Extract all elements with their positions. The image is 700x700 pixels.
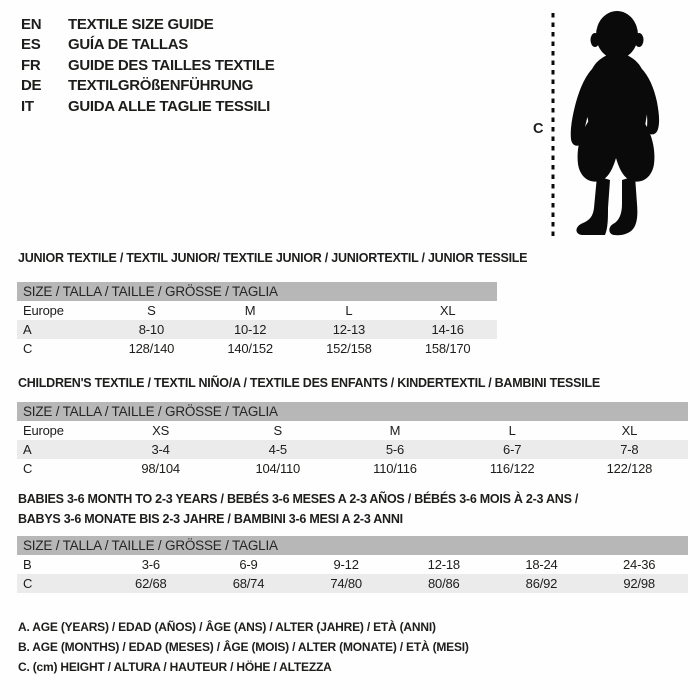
size-cell: XL: [439, 303, 456, 318]
size-cell: XS: [152, 423, 170, 438]
toddler-silhouette-icon: [570, 11, 660, 236]
section-title-babies-line1: BABIES 3-6 MONTH TO 2-3 YEARS / BEBÉS 3-…: [18, 492, 579, 506]
height-cell: 62/68: [102, 574, 200, 593]
height-cell: 110/116: [373, 461, 417, 476]
table-row-age: A 8-10 10-12 12-13 14-16: [17, 320, 497, 339]
age-cell: 6-9: [239, 557, 258, 572]
height-cell: 158/170: [424, 341, 471, 356]
language-row-fr: FR GUIDE DES TAILLES TEXTILE: [21, 55, 275, 76]
table-header-row: SIZE / TALLA / TAILLE / GRÖSSE / TAGLIA: [17, 536, 688, 555]
row-label: C: [23, 461, 33, 476]
size-cell: XL: [621, 423, 638, 438]
row-label: C: [17, 574, 102, 593]
age-cell: 9-12: [333, 557, 359, 572]
age-cell: 10-12: [200, 320, 300, 339]
age-cell: 8-10: [102, 320, 201, 339]
row-label: A: [17, 320, 102, 339]
height-measure-figure: C: [520, 0, 700, 252]
height-cell: 74/80: [297, 574, 395, 593]
language-label: TEXTILE SIZE GUIDE: [68, 15, 214, 33]
height-cell: 92/98: [590, 574, 688, 593]
language-code: ES: [21, 36, 41, 54]
section-title-babies: BABIES 3-6 MONTH TO 2-3 YEARS / BEBÉS 3-…: [18, 489, 578, 529]
row-label: A: [17, 440, 102, 459]
height-measure-dashed-line: [551, 13, 555, 241]
size-cell: S: [147, 303, 156, 318]
row-label: C: [23, 341, 33, 356]
language-code: DE: [21, 77, 42, 95]
age-cell: 18-24: [525, 557, 558, 572]
table-row-age: A 3-4 4-5 5-6 6-7 7-8: [17, 440, 688, 459]
age-cell: 12-18: [427, 557, 460, 572]
table-row-height: C 62/68 68/74 74/80 80/86 86/92 92/98: [17, 574, 688, 593]
age-cell: 3-4: [102, 440, 220, 459]
language-label: TEXTILGRÖßENFÜHRUNG: [68, 77, 254, 95]
table-row-height: C 98/104 104/110 110/116 116/122 122/128: [17, 459, 688, 478]
section-title-babies-line2: BABYS 3-6 MONATE BIS 2-3 JAHRE / BAMBINI…: [18, 512, 403, 526]
language-label: GUIDA ALLE TAGLIE TESSILI: [68, 97, 270, 115]
size-header-cell: SIZE / TALLA / TAILLE / GRÖSSE / TAGLIA: [17, 402, 688, 421]
height-cell: 128/140: [128, 341, 175, 356]
height-cell: 104/110: [255, 461, 301, 476]
height-cell: 122/128: [606, 461, 653, 476]
table-header-row: SIZE / TALLA / TAILLE / GRÖSSE / TAGLIA: [17, 282, 497, 301]
age-cell: 4-5: [219, 440, 337, 459]
age-cell: 7-8: [570, 440, 688, 459]
language-row-it: IT GUIDA ALLE TAGLIE TESSILI: [21, 96, 274, 117]
size-cell: M: [244, 303, 256, 318]
height-cell: 116/122: [489, 461, 535, 476]
children-size-table: SIZE / TALLA / TAILLE / GRÖSSE / TAGLIA …: [17, 402, 688, 478]
table-row-height: C 128/140 140/152 152/158 158/170: [17, 339, 497, 358]
row-label: B: [23, 557, 32, 572]
table-row-europe: Europe XS S M L XL: [17, 421, 688, 440]
language-code: EN: [21, 15, 42, 33]
language-row-en: EN TEXTILE SIZE GUIDE: [21, 14, 274, 35]
section-title-children: CHILDREN'S TEXTILE / TEXTIL NIÑO/A / TEX…: [18, 376, 600, 390]
footnote-height-cm: C. (cm) HEIGHT / ALTURA / HAUTEUR / HÖHE…: [18, 660, 332, 674]
height-cell: 98/104: [141, 461, 180, 476]
table-header-row: SIZE / TALLA / TAILLE / GRÖSSE / TAGLIA: [17, 402, 688, 421]
height-measure-label: C: [533, 121, 544, 137]
table-row-europe: Europe S M L XL: [17, 301, 497, 320]
language-label: GUÍA DE TALLAS: [68, 36, 188, 54]
size-cell: L: [345, 303, 353, 318]
size-header-cell: SIZE / TALLA / TAILLE / GRÖSSE / TAGLIA: [17, 282, 497, 301]
age-cell: 24-36: [623, 557, 656, 572]
size-cell: M: [389, 423, 401, 438]
section-title-junior: JUNIOR TEXTILE / TEXTIL JUNIOR/ TEXTILE …: [18, 251, 528, 265]
age-cell: 5-6: [336, 440, 454, 459]
height-cell: 68/74: [199, 574, 298, 593]
height-cell: 140/152: [227, 341, 273, 356]
footnote-legend: A. AGE (YEARS) / EDAD (AÑOS) / ÂGE (ANS)…: [18, 617, 469, 677]
row-label: Europe: [23, 423, 64, 438]
language-label: GUIDE DES TAILLES TEXTILE: [68, 56, 275, 74]
language-list: EN TEXTILE SIZE GUIDE ES GUÍA DE TALLAS …: [21, 14, 275, 117]
age-cell: 14-16: [398, 320, 497, 339]
language-code: IT: [21, 97, 34, 115]
age-cell: 3-6: [141, 557, 160, 572]
language-row-es: ES GUÍA DE TALLAS: [21, 35, 274, 56]
row-label: Europe: [23, 303, 64, 318]
age-cell: 12-13: [299, 320, 399, 339]
junior-size-table: SIZE / TALLA / TAILLE / GRÖSSE / TAGLIA …: [17, 282, 497, 358]
babies-size-table: SIZE / TALLA / TAILLE / GRÖSSE / TAGLIA …: [17, 536, 688, 593]
size-cell: L: [508, 423, 516, 438]
language-code: FR: [21, 56, 41, 74]
height-cell: 86/92: [492, 574, 591, 593]
size-header-cell: SIZE / TALLA / TAILLE / GRÖSSE / TAGLIA: [17, 536, 688, 555]
height-cell: 152/158: [326, 341, 372, 356]
table-row-age-months: B 3-6 6-9 9-12 12-18 18-24 24-36: [17, 555, 688, 574]
footnote-age-months: B. AGE (MONTHS) / EDAD (MESES) / ÂGE (MO…: [18, 640, 469, 654]
age-cell: 6-7: [453, 440, 571, 459]
language-row-de: DE TEXTILGRÖßENFÜHRUNG: [21, 76, 274, 97]
footnote-age-years: A. AGE (YEARS) / EDAD (AÑOS) / ÂGE (ANS)…: [18, 620, 436, 634]
size-cell: S: [273, 423, 283, 438]
height-cell: 80/86: [394, 574, 493, 593]
